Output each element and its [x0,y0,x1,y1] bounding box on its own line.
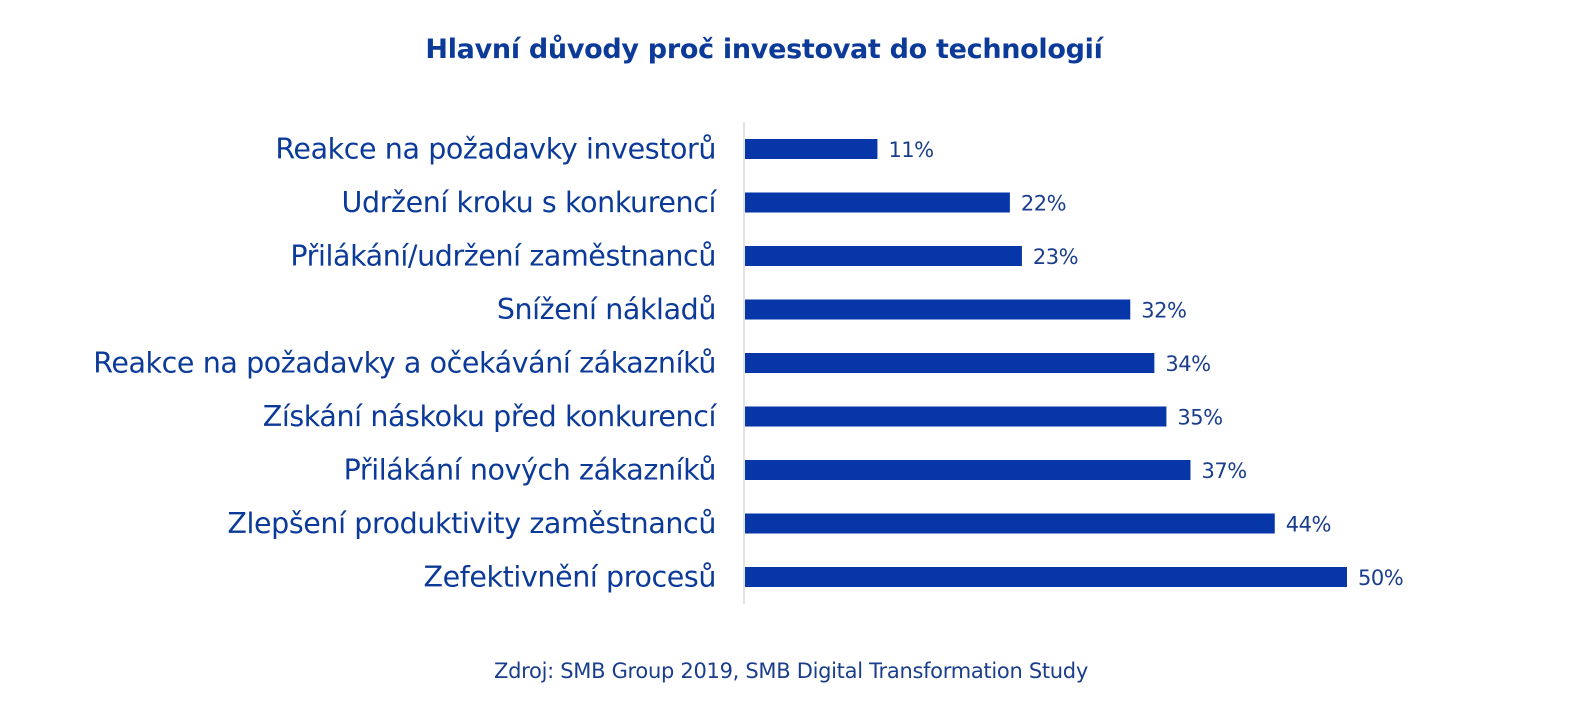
value-label: 32% [1141,299,1186,323]
category-label: Zefektivnění procesů [424,561,716,594]
value-label: 35% [1177,406,1222,430]
bar [745,567,1347,587]
value-label: 37% [1201,459,1246,483]
chart-title: Hlavní důvody proč investovat do technol… [425,34,1103,65]
value-label: 50% [1358,566,1403,590]
bar [745,353,1155,373]
source-note: Zdroj: SMB Group 2019, SMB Digital Trans… [494,659,1088,683]
value-labels: 11% 22% 23% 32% 34% 35% 37% 44% 50% [888,138,1403,590]
bars [745,139,1347,587]
category-label: Zlepšení produktivity zaměstnanců [227,507,716,540]
value-label: 23% [1033,245,1078,269]
value-label: 34% [1165,352,1210,376]
bar [745,406,1167,427]
value-label: 22% [1021,192,1066,216]
category-label: Snížení nákladů [497,293,716,326]
category-label: Získání náskoku před konkurencí [263,400,718,433]
category-labels: Reakce na požadavky investorů Udržení kro… [93,133,718,594]
bar [745,192,1010,213]
category-label: Přilákání/udržení zaměstnanců [290,240,716,273]
category-label: Reakce na požadavky investorů [275,133,716,166]
bar [745,299,1131,320]
bar [745,139,878,159]
category-label: Přilákání nových zákazníků [344,454,716,487]
bar [745,513,1275,534]
bar [745,246,1022,266]
bar [745,460,1191,480]
value-label: 11% [888,138,933,162]
category-label: Udržení kroku s konkurencí [342,186,718,219]
category-label: Reakce na požadavky a očekávání zákazník… [93,347,716,380]
value-label: 44% [1286,513,1331,537]
